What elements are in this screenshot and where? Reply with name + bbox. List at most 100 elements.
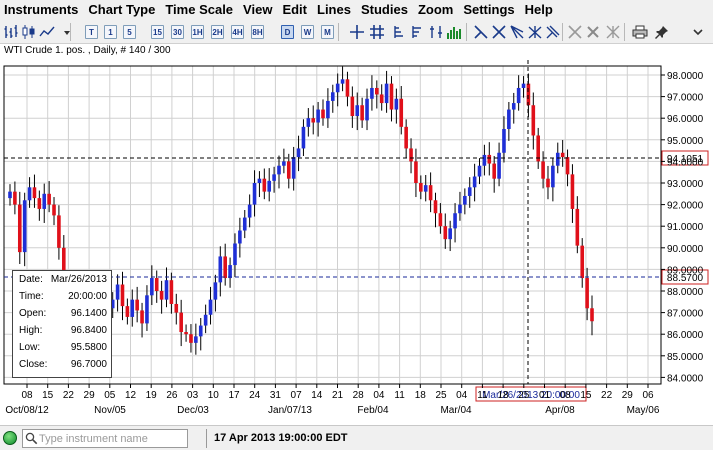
candle-body: [306, 118, 311, 127]
timeframe-tick-button[interactable]: T: [85, 25, 98, 39]
timeframe-weekly-button[interactable]: W: [301, 25, 314, 39]
timeframe-monthly-button[interactable]: M: [321, 25, 334, 39]
menu-instruments[interactable]: Instruments: [4, 2, 79, 17]
y-axis-tick-label: 93.0000: [667, 179, 704, 190]
timeframe-15m-button[interactable]: 15: [151, 25, 164, 39]
candle-body: [502, 129, 506, 153]
data-row-date: Date: Mar/26/2013: [19, 274, 107, 288]
scale-down-icon[interactable]: [409, 22, 427, 42]
delete-line-icon[interactable]: [566, 22, 584, 42]
close-icon[interactable]: [584, 22, 602, 42]
x-axis-day-label: 31: [270, 390, 282, 401]
candle-body: [208, 299, 213, 315]
candle-body: [330, 92, 335, 101]
candle-body: [203, 314, 208, 326]
candle-body: [384, 83, 389, 104]
x-axis-day-label: 14: [311, 390, 323, 401]
bar-chart-icon[interactable]: [2, 22, 20, 42]
x-axis-month-label: Dec/03: [177, 405, 209, 416]
candle-body: [228, 265, 232, 279]
candle-body: [507, 109, 511, 129]
menu-settings[interactable]: Settings: [463, 2, 515, 17]
candle-body: [458, 204, 462, 214]
parallel-lines-icon[interactable]: [544, 22, 562, 42]
print-icon[interactable]: [631, 22, 649, 42]
timeframe-2h-button[interactable]: 2H: [211, 25, 224, 39]
menu-chart-type[interactable]: Chart Type: [88, 2, 156, 17]
x-axis-day-label: 08: [21, 390, 33, 401]
menu-help[interactable]: Help: [524, 2, 553, 17]
candle-body: [174, 303, 179, 313]
connection-status-icon[interactable]: [3, 431, 17, 445]
candle-body: [423, 185, 428, 192]
menu-edit[interactable]: Edit: [282, 2, 307, 17]
candle-body: [140, 310, 144, 324]
candle-body: [316, 109, 320, 123]
toolbar-divider: [562, 23, 563, 41]
channel-icon[interactable]: [490, 22, 508, 42]
candle-body: [22, 200, 27, 253]
timeframe-1m-button[interactable]: 1: [104, 25, 117, 39]
timeframe-1h-button[interactable]: 1H: [191, 25, 204, 39]
candle-body: [370, 87, 374, 99]
menu-zoom[interactable]: Zoom: [417, 2, 454, 17]
x-axis-day-label: 11: [477, 390, 488, 401]
candle-body: [487, 154, 492, 164]
timeframe-4h-button[interactable]: 4H: [231, 25, 244, 39]
timeframe-5m-button[interactable]: 5: [123, 25, 136, 39]
timeframe-8h-button[interactable]: 8H: [251, 25, 264, 39]
candle-body: [467, 187, 472, 196]
candle-body: [247, 204, 252, 218]
fibonacci-icon[interactable]: [526, 22, 544, 42]
candle-body: [311, 118, 316, 123]
menu-time-scale[interactable]: Time Scale: [165, 2, 234, 17]
candle-body: [150, 278, 154, 296]
x-axis-day-label: 24: [249, 390, 261, 401]
candlestick-icon[interactable]: [20, 22, 38, 42]
menu-lines[interactable]: Lines: [317, 2, 351, 17]
y-axis-tick-label: 96.0000: [667, 114, 704, 125]
candle-body: [585, 278, 589, 309]
crosshair-icon[interactable]: [348, 22, 366, 42]
crosshair-price-box: [661, 150, 709, 166]
line-chart-icon[interactable]: [38, 22, 56, 42]
candle-body: [52, 204, 56, 216]
instrument-search-box[interactable]: [22, 429, 188, 448]
fan-lines-icon[interactable]: [508, 22, 526, 42]
menu-studies[interactable]: Studies: [360, 2, 408, 17]
instrument-search-input[interactable]: [39, 431, 185, 446]
candle-body: [154, 278, 159, 291]
menu-view[interactable]: View: [243, 2, 273, 17]
candle-body: [365, 98, 369, 121]
volume-icon[interactable]: [445, 22, 463, 42]
x-axis-month-label: Feb/04: [357, 405, 389, 416]
candle-body: [159, 291, 164, 300]
x-axis-day-label: 28: [353, 390, 365, 401]
crosshair-price-label: 94.1051: [667, 154, 704, 165]
x-axis-day-label: 10: [208, 390, 220, 401]
timeframe-30m-button[interactable]: 30: [171, 25, 184, 39]
grid-hash-icon[interactable]: [368, 22, 386, 42]
scale-up-icon[interactable]: [391, 22, 409, 42]
delete-all-icon[interactable]: [604, 22, 622, 42]
timeframe-daily-button[interactable]: D: [281, 25, 294, 39]
candle-body: [521, 83, 526, 88]
candle-body: [291, 157, 296, 179]
candle-body: [321, 109, 325, 119]
data-value: 96.7000: [70, 359, 107, 370]
candle-body: [555, 152, 560, 166]
pin-icon[interactable]: [653, 22, 671, 42]
chevron-down-icon[interactable]: [689, 22, 707, 42]
chart-area[interactable]: 94.1051 88.5700 Mar/26/2013 20:00:00 98.…: [0, 44, 713, 425]
price-chart[interactable]: 94.1051 88.5700 Mar/26/2013 20:00:00 98.…: [0, 44, 713, 425]
data-row-time: Time: 20:00:00: [19, 291, 107, 305]
trendline-icon[interactable]: [472, 22, 490, 42]
dropdown-arrow-icon[interactable]: [58, 22, 76, 42]
candle-body: [575, 208, 580, 246]
candle-body: [409, 148, 413, 162]
candle-body: [404, 126, 408, 149]
y-axis-tick-label: 89.0000: [667, 265, 704, 276]
price-levels-icon[interactable]: [427, 22, 445, 42]
toolbar: T 1 5 15 30 1H 2H 4H 8H D W M: [0, 20, 713, 44]
x-axis-day-label: 25: [518, 390, 530, 401]
